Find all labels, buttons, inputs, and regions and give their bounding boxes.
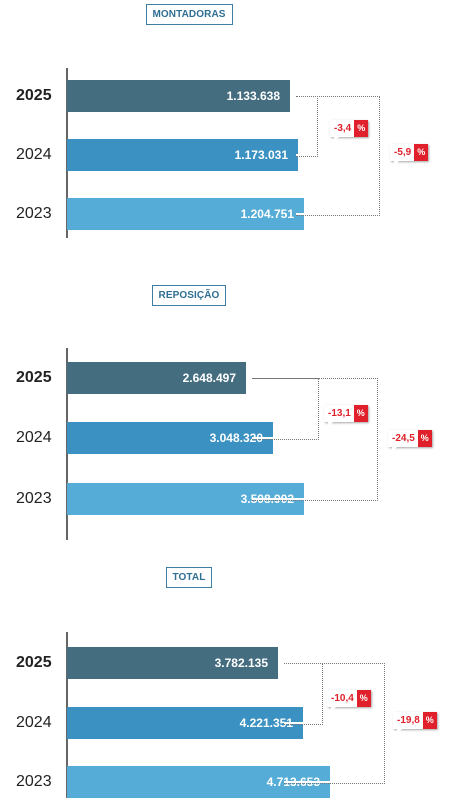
bar-value-label: 1.204.751 — [240, 207, 294, 221]
percent-symbol: % — [356, 690, 371, 707]
percent-change-badge: -24,5% — [388, 430, 432, 452]
percent-change-value: -19,8 — [393, 712, 423, 729]
category-label: 2024 — [16, 714, 52, 731]
category-label: 2024 — [16, 146, 52, 163]
percent-symbol: % — [354, 120, 369, 137]
connector-mask — [296, 154, 304, 156]
category-label: 2025 — [16, 369, 52, 386]
percent-change-badge: -5,9% — [390, 144, 429, 166]
connector-mask — [296, 213, 310, 215]
percent-symbol: % — [422, 712, 437, 729]
connector-mask — [284, 722, 309, 724]
percent-change-value: -10,4 — [327, 690, 357, 707]
y-axis-line — [66, 348, 68, 540]
connector-mask — [284, 781, 336, 783]
comparison-connector — [296, 96, 380, 216]
category-label: 2025 — [16, 87, 52, 104]
percent-change-value: -5,9 — [390, 144, 415, 161]
bar — [67, 422, 273, 454]
category-label: 2025 — [16, 654, 52, 671]
badge-pointer — [331, 706, 337, 712]
y-axis-line — [66, 632, 68, 798]
y-axis-line — [66, 68, 68, 238]
badge-pointer — [394, 160, 400, 166]
category-label: 2023 — [16, 773, 52, 790]
percent-symbol: % — [353, 405, 368, 422]
percent-change-badge: -10,4% — [327, 690, 371, 712]
percent-symbol: % — [414, 144, 429, 161]
chart-title: TOTAL — [165, 567, 213, 588]
bar-value-label: 4.221.351 — [239, 716, 293, 730]
bar-value-label: 1.133.638 — [226, 89, 280, 103]
comparison-connector — [284, 663, 385, 784]
badge-pointer — [392, 446, 398, 452]
chart-title: MONTADORAS — [145, 4, 233, 25]
bar-value-label: 1.173.031 — [234, 148, 288, 162]
bar-value-label: 2.648.497 — [182, 371, 236, 385]
bar — [67, 139, 298, 171]
connector-mask — [252, 437, 279, 439]
bar-value-label: 3.048.320 — [209, 431, 263, 445]
percent-symbol: % — [417, 430, 432, 447]
badge-pointer — [397, 728, 403, 734]
badge-pointer — [328, 421, 334, 427]
percent-change-badge: -3,4% — [330, 120, 369, 142]
chart-title: REPOSIÇÃO — [151, 285, 227, 306]
bar — [67, 362, 246, 394]
bar — [67, 707, 303, 739]
badge-pointer — [334, 136, 340, 142]
bar — [67, 80, 290, 112]
bar — [67, 198, 304, 230]
percent-change-value: -3,4 — [330, 120, 355, 137]
category-label: 2023 — [16, 490, 52, 507]
bar-value-label: 3.782.135 — [214, 656, 268, 670]
percent-change-value: -13,1 — [324, 405, 354, 422]
bar — [67, 647, 278, 679]
percent-change-badge: -19,8% — [393, 712, 437, 734]
percent-change-badge: -13,1% — [324, 405, 368, 427]
category-label: 2024 — [16, 429, 52, 446]
percent-change-value: -24,5 — [388, 430, 418, 447]
category-label: 2023 — [16, 205, 52, 222]
connector-mask — [252, 498, 310, 500]
comparison-connector — [252, 378, 378, 501]
